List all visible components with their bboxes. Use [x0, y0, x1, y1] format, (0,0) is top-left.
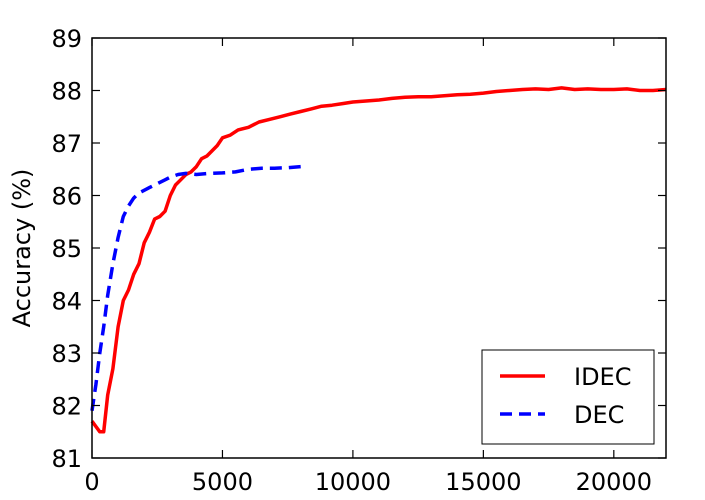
y-tick-label: 85	[51, 235, 82, 263]
y-axis-label: Accuracy (%)	[8, 169, 36, 328]
legend-label-idec: IDEC	[574, 363, 631, 391]
series-line-idec	[90, 86, 667, 434]
y-tick-label: 82	[51, 393, 82, 421]
legend-box	[481, 349, 655, 445]
y-tick-label: 86	[51, 183, 82, 211]
x-axis-ticks: 0 5000 10000 15000 20000	[84, 38, 652, 496]
y-tick-label: 83	[51, 340, 82, 368]
y-tick-label: 88	[51, 78, 82, 106]
y-tick-label: 81	[51, 445, 82, 473]
x-tick-label: 20000	[576, 468, 652, 496]
x-tick-label: 0	[84, 468, 99, 496]
x-tick-label: 5000	[192, 468, 253, 496]
y-tick-label: 89	[51, 25, 82, 53]
x-tick-label: 10000	[315, 468, 391, 496]
series-line-dec	[90, 164, 301, 411]
y-tick-label: 84	[51, 288, 82, 316]
plot-lines	[90, 86, 667, 434]
legend-label-dec: DEC	[574, 401, 624, 429]
y-tick-label: 87	[51, 130, 82, 158]
y-axis-ticks: 81 82 83 84 85 86 87 88 89	[51, 25, 666, 473]
legend: IDEC DEC	[481, 349, 655, 445]
x-tick-label: 15000	[445, 468, 521, 496]
